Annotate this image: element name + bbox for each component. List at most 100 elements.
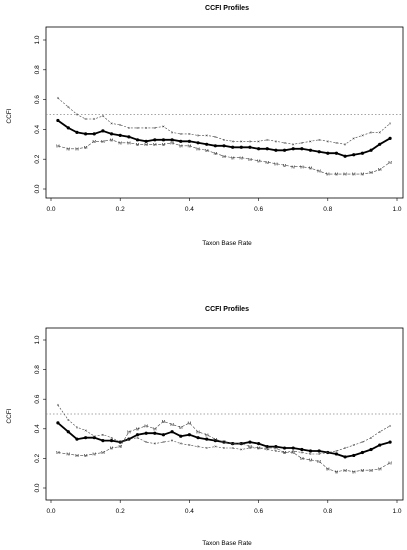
data-point-x-marker: ×: [223, 137, 226, 142]
data-point-x-marker: ×: [153, 441, 156, 446]
data-point-m-marker: M: [118, 140, 122, 145]
data-point-x-marker: ×: [153, 126, 156, 131]
data-point-x-marker: ×: [119, 123, 122, 128]
data-point-x-marker: ×: [188, 443, 191, 448]
data-point-main: [109, 439, 114, 443]
data-point-m-marker: M: [153, 142, 157, 147]
data-point-main: [213, 144, 217, 148]
data-point-main: [161, 433, 166, 437]
data-point-x-marker: ×: [389, 121, 392, 126]
data-point-m-marker: M: [56, 450, 60, 455]
data-point-main: [343, 455, 347, 459]
data-point-x-marker: ×: [361, 440, 364, 445]
data-point-x-marker: ×: [136, 126, 139, 131]
data-point-main: [248, 145, 252, 149]
data-point-main: [257, 147, 261, 151]
data-point-m-marker: M: [110, 137, 114, 142]
data-point-main: [118, 440, 122, 444]
data-point-m-marker: M: [222, 440, 226, 445]
data-point-x-marker: ×: [102, 114, 105, 119]
data-point-main: [187, 433, 191, 437]
y-tick-label: 0.8: [34, 365, 41, 374]
data-point-m-marker: M: [257, 158, 261, 163]
x-tick-label: 0.8: [323, 206, 332, 213]
data-point-m-marker: M: [300, 164, 304, 169]
data-point-m-marker: M: [361, 468, 365, 473]
data-point-x-marker: ×: [292, 449, 295, 454]
data-point-m-marker: M: [222, 154, 226, 159]
x-tick-label: 0.6: [254, 508, 263, 515]
data-point-main: [231, 145, 235, 149]
data-point-m-marker: M: [283, 450, 287, 455]
data-point-m-marker: M: [291, 164, 295, 169]
data-point-m-marker: M: [188, 420, 192, 425]
x-tick-label: 1.0: [392, 508, 401, 515]
data-point-main: [300, 147, 304, 151]
data-point-m-marker: M: [361, 172, 365, 177]
data-point-main: [84, 132, 88, 136]
data-point-m-marker: M: [378, 466, 382, 471]
data-point-x-marker: ×: [344, 142, 347, 147]
data-point-main: [222, 440, 226, 444]
data-point-main: [66, 430, 70, 434]
data-point-x-marker: ×: [283, 450, 286, 455]
data-point-main: [144, 431, 148, 435]
data-point-m-marker: M: [170, 422, 174, 427]
data-point-main: [300, 447, 304, 452]
data-point-main: [274, 148, 278, 152]
data-point-x-marker: ×: [378, 130, 381, 135]
data-point-m-marker: M: [84, 453, 88, 458]
data-point-main: [274, 444, 278, 449]
data-point-m-marker: M: [274, 161, 278, 166]
data-point-m-marker: M: [291, 450, 295, 455]
data-point-x-marker: ×: [93, 434, 96, 439]
chart-panel-bottom: CCFI Profiles Taxon Base Rate CCFI 0.0 0.…: [6, 306, 404, 547]
x-tick-label: 0.2: [116, 508, 125, 515]
data-point-m-marker: M: [179, 425, 183, 430]
data-point-m-marker: M: [317, 459, 321, 464]
data-point-x-marker: ×: [214, 444, 217, 449]
data-point-main: [56, 421, 60, 425]
data-point-x-marker: ×: [301, 140, 304, 145]
data-point-main: [265, 444, 269, 449]
data-point-m-marker: M: [127, 140, 131, 145]
data-point-main: [265, 147, 269, 151]
data-point-main: [239, 442, 243, 446]
data-point-main: [360, 151, 364, 155]
data-point-main: [153, 431, 157, 435]
data-point-main: [109, 132, 114, 136]
data-point-m-marker: M: [388, 460, 392, 465]
data-point-main: [84, 436, 88, 440]
data-point-main: [75, 130, 79, 134]
data-point-m-marker: M: [144, 423, 148, 428]
data-point-m-marker: M: [335, 469, 339, 474]
data-point-main: [213, 439, 217, 443]
data-point-main: [360, 450, 364, 455]
data-point-main: [205, 142, 209, 146]
data-point-x-marker: ×: [361, 133, 364, 138]
data-point-main: [144, 139, 148, 143]
data-point-main: [334, 151, 339, 155]
data-point-x-marker: ×: [275, 449, 278, 454]
data-point-m-marker: M: [317, 169, 321, 174]
data-point-main: [378, 443, 382, 447]
data-point-x-marker: ×: [257, 446, 260, 451]
data-point-x-marker: ×: [301, 450, 304, 455]
data-point-main: [334, 452, 339, 456]
data-point-m-marker: M: [239, 155, 243, 160]
data-point-m-marker: M: [179, 143, 183, 148]
data-point-x-marker: ×: [309, 139, 312, 144]
data-point-x-marker: ×: [378, 429, 381, 434]
data-point-x-marker: ×: [119, 440, 122, 445]
data-point-m-marker: M: [205, 148, 209, 153]
data-point-x-marker: ×: [205, 133, 208, 138]
data-point-x-marker: ×: [370, 130, 373, 135]
data-point-main: [135, 138, 140, 142]
data-point-m-marker: M: [75, 146, 79, 151]
data-point-main: [343, 154, 347, 158]
data-point-m-marker: M: [75, 453, 79, 458]
data-point-m-marker: M: [335, 172, 339, 177]
data-point-m-marker: M: [265, 160, 269, 165]
data-point-x-marker: ×: [57, 403, 60, 408]
